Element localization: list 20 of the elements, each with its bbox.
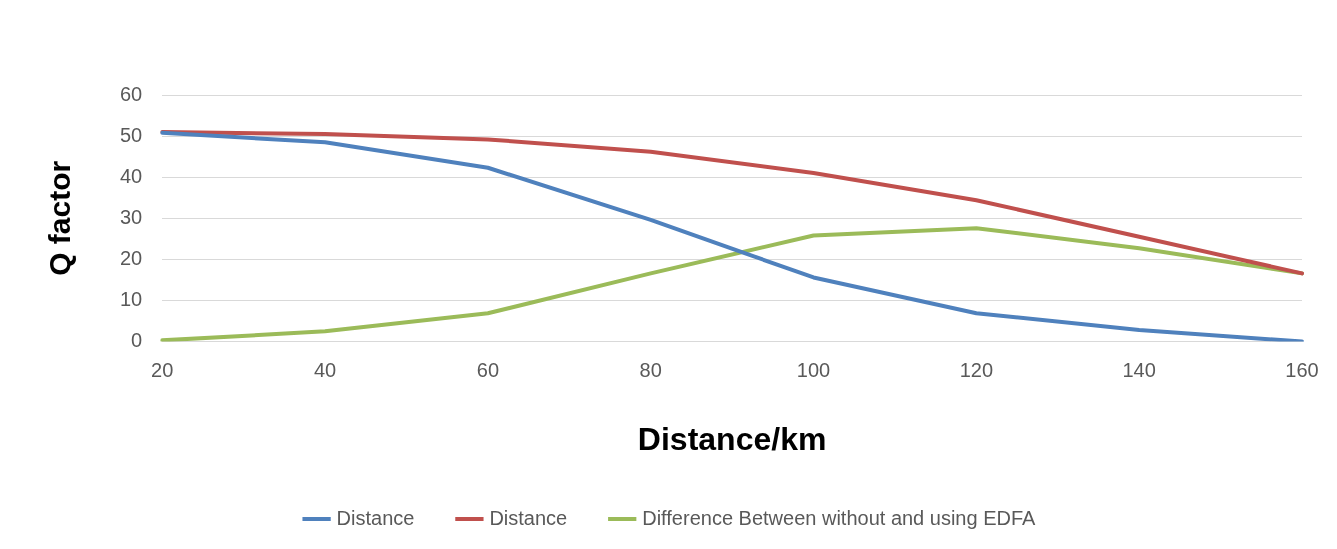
y-tick-label: 0 (131, 329, 143, 352)
legend-label: Distance (489, 506, 568, 529)
x-tick-label: 100 (796, 359, 831, 382)
x-tick-label: 40 (313, 359, 337, 382)
x-tick-label: 140 (1122, 359, 1156, 382)
y-tick-label: 10 (120, 288, 143, 311)
x-tick-label: 160 (1285, 359, 1319, 382)
y-tick-label: 50 (120, 123, 143, 146)
x-tick-label: 80 (639, 359, 662, 382)
x-tick-label: 60 (476, 359, 500, 382)
x-tick-label: 120 (959, 359, 994, 382)
y-tick-label: 30 (120, 205, 143, 228)
y-axis-title: Q factor (43, 160, 77, 276)
legend-label: Difference Between without and using EDFA (642, 506, 1037, 529)
y-tick-label: 20 (120, 246, 143, 269)
x-axis-title: Distance/km (637, 420, 827, 457)
legend-label: Distance (336, 506, 415, 529)
y-tick-label: 40 (120, 164, 143, 187)
x-tick-label: 20 (151, 359, 174, 382)
y-tick-label: 60 (120, 82, 143, 105)
